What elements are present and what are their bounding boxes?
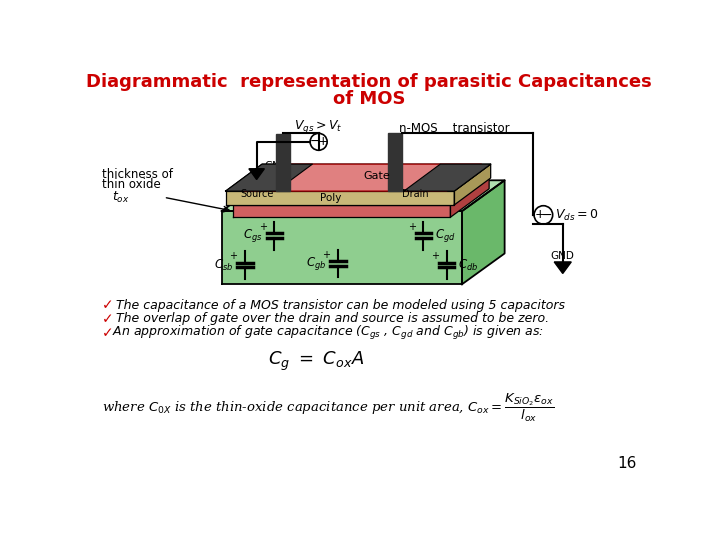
Text: +: + [258,222,267,232]
Polygon shape [225,164,312,191]
Text: of MOS: of MOS [333,90,405,107]
Text: Diagrammatic  representation of parasitic Capacitances: Diagrammatic representation of parasitic… [86,73,652,91]
Text: n-MOS    transistor: n-MOS transistor [399,122,510,135]
Text: thickness of: thickness of [102,167,173,181]
Text: where $C_{0X}$ is the thin-oxide capacitance per unit area, $C_{ox} = \dfrac{K_{: where $C_{0X}$ is the thin-oxide capacit… [102,391,554,424]
Text: ✓: ✓ [102,312,113,326]
Polygon shape [276,134,290,191]
Text: An approximation of gate capacitance ($C_{gs}$ , $C_{gd}$ and $C_{gb}$) is given: An approximation of gate capacitance ($C… [112,324,544,342]
Text: $C_{sb}$: $C_{sb}$ [214,258,233,273]
Polygon shape [388,132,402,191]
Text: $C_{gb}$: $C_{gb}$ [306,255,326,272]
Text: $t_{ox}$: $t_{ox}$ [112,190,129,205]
Text: Gate: Gate [364,171,390,181]
Text: $C_{gd}$: $C_{gd}$ [435,227,456,244]
Polygon shape [233,205,451,217]
Text: $C_{gs}$: $C_{gs}$ [243,227,263,244]
Polygon shape [454,164,490,205]
Polygon shape [233,177,489,205]
Text: The capacitance of a MOS transistor can be modeled using 5 capacitors: The capacitance of a MOS transistor can … [112,299,565,312]
Polygon shape [249,168,264,179]
Text: $V_{ds} = 0$: $V_{ds} = 0$ [555,207,598,222]
Polygon shape [222,211,462,284]
Polygon shape [451,177,489,217]
Text: GND: GND [551,251,575,261]
Text: +: + [323,249,330,260]
Text: $V_{gs} > V_t$: $V_{gs} > V_t$ [294,118,343,135]
Text: Drain: Drain [402,189,429,199]
Text: +: + [534,208,545,221]
Text: thin oxide: thin oxide [102,178,161,191]
Text: 16: 16 [617,456,636,471]
Text: ✓: ✓ [102,326,113,340]
Polygon shape [225,164,490,191]
Polygon shape [225,191,454,205]
Polygon shape [222,180,505,211]
Polygon shape [462,180,505,284]
Text: ✓: ✓ [102,298,113,312]
Text: +: + [230,251,238,261]
Text: −: − [310,136,320,148]
Text: −: − [542,208,552,221]
Text: +: + [318,136,328,148]
Text: $C_g \ = \ C_{ox}A$: $C_g \ = \ C_{ox}A$ [269,350,364,373]
Polygon shape [245,164,482,191]
Text: Source: Source [240,189,274,199]
Text: $C_{db}$: $C_{db}$ [458,258,478,273]
Text: +: + [408,222,415,232]
Text: GND: GND [264,161,288,171]
Polygon shape [404,164,490,191]
Text: The overlap of gate over the drain and source is assumed to be zero.: The overlap of gate over the drain and s… [112,313,549,326]
Text: +: + [431,251,439,261]
Polygon shape [554,262,571,273]
Text: Poly: Poly [320,193,341,203]
